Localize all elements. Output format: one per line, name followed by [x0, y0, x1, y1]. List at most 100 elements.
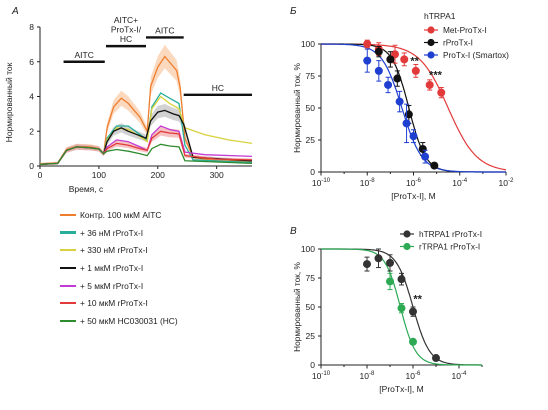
- legend-label: + 50 мкМ HC030031 (HC): [80, 315, 178, 326]
- panel-a-error-band: [40, 104, 252, 166]
- panel-a-legend-item: + 50 мкМ HC030031 (HC): [60, 312, 290, 330]
- panel-a-stimulus-label: AITC: [74, 50, 93, 60]
- panel-c-data-point: [397, 275, 406, 284]
- panel-b-significance: **: [410, 55, 419, 67]
- legend-label: + 10 мкМ rProTx-I: [80, 298, 148, 309]
- panel-c-legend-marker: [403, 242, 411, 251]
- panel-b-significance: ***: [429, 70, 443, 82]
- panel-b-data-point: [437, 88, 446, 97]
- panel-a-y-tick-label: 0: [29, 161, 34, 171]
- panel-b-legend-marker: [427, 51, 435, 59]
- panel-b-data-point: [400, 55, 409, 64]
- legend-swatch: [60, 213, 76, 216]
- panel-b-y-tick-label: 100: [301, 39, 315, 49]
- legend-swatch: [60, 249, 76, 252]
- panel-a-legend-item: + 1 мкМ rProTx-I: [60, 259, 290, 277]
- legend-label: Контр. 100 мкМ AITC: [80, 209, 162, 220]
- panel-c-x-tick-label: 10-6: [406, 370, 422, 381]
- legend-swatch: [60, 302, 76, 305]
- panel-c-y-tick-label: 100: [301, 244, 315, 254]
- panel-a-legend: Контр. 100 мкМ AITC + 36 нМ rProTx-I + 330…: [60, 206, 290, 330]
- panel-b-y-tick-label: 75: [306, 71, 316, 81]
- panel-b-data-point: [374, 47, 383, 56]
- panel-c-data-point: [409, 307, 417, 316]
- panel-b-label: Б: [290, 6, 297, 17]
- panel-a-y-axis-title: Нормированный ток: [4, 62, 14, 142]
- panel-c-y-tick-label: 50: [306, 302, 316, 312]
- panel-a-y-tick-label: 6: [29, 57, 34, 67]
- panel-c-x-tick-label: 10-8: [360, 370, 376, 381]
- panel-b-data-point: [421, 152, 430, 161]
- legend-label: + 5 мкМ rProTx-I: [80, 280, 144, 291]
- panel-a-legend-item: + 36 нМ rProTx-I: [60, 224, 290, 242]
- legend-swatch: [60, 319, 76, 323]
- legend-label: + 1 мкМ rProTx-I: [80, 262, 144, 273]
- panel-b-x-tick-label: 10-6: [406, 177, 422, 188]
- panel-b-x-tick-label: 10-10: [312, 177, 331, 188]
- panel-b-data-point: [393, 74, 402, 83]
- panel-b-data-point: [395, 97, 404, 106]
- panel-c-label: В: [290, 226, 297, 237]
- panel-b-data-point: [409, 132, 418, 141]
- legend-swatch: [60, 266, 76, 269]
- panel-b-legend-title: hTRPA1: [424, 11, 456, 21]
- panel-c-data-point: [432, 354, 440, 363]
- panel-c-y-axis-title: Нормированный ток, %: [292, 262, 302, 352]
- panel-c-data-point: [386, 277, 394, 286]
- panel-a-series-line: [39, 109, 253, 165]
- panel-a-label: А: [11, 6, 19, 17]
- panel-a-legend-item: Контр. 100 мкМ AITC: [60, 206, 290, 224]
- panel-a-y-tick-label: 8: [29, 22, 34, 32]
- panel-b-y-tick-label: 25: [306, 135, 316, 145]
- legend-swatch: [60, 284, 76, 287]
- panel-b-x-tick-label: 10-2: [499, 177, 515, 188]
- panel-a-stimulus-label: ProTx-I/: [111, 25, 142, 35]
- panel-a-y-tick-label: 2: [29, 126, 34, 136]
- panel-a-error-band: [40, 126, 252, 166]
- panel-c-legend-marker: [403, 230, 411, 238]
- panel-b-x-tick-label: 10-8: [360, 177, 376, 188]
- panel-b-y-axis-title: Нормированный ток, %: [292, 63, 302, 153]
- legend-swatch: [60, 231, 76, 234]
- panel-b-data-point: [363, 40, 372, 48]
- panel-a-legend-item: + 5 мкМ rProTx-I: [60, 277, 290, 295]
- panel-c-y-tick-label: 0: [310, 360, 315, 370]
- panel-b-data-point: [384, 80, 393, 89]
- panel-a-stimulus-label: AITC: [155, 25, 174, 35]
- panel-a-series-line: [39, 143, 253, 165]
- panel-c-legend-label: hTRPA1 rProTx-I: [419, 229, 482, 239]
- panel-b-legend-marker: [427, 38, 435, 47]
- panel-b-y-tick-label: 0: [310, 167, 315, 177]
- panel-c-y-tick-label: 25: [306, 331, 316, 341]
- panel-c-significance: **: [413, 293, 422, 305]
- legend-label: + 36 нМ rProTx-I: [80, 227, 144, 238]
- panel-a-stimulus-label: HC: [120, 34, 132, 44]
- panel-c-data-point: [363, 260, 371, 269]
- panel-b-data-point: [402, 119, 411, 128]
- panel-b-legend-label: ProTx-I (Smartox): [443, 50, 509, 60]
- panel-a-series-line: [39, 55, 253, 165]
- panel-b-x-axis-title: [ProTx-I], M: [391, 191, 435, 201]
- panel-a-legend-item: + 10 мкМ rProTx-I: [60, 294, 290, 312]
- panel-a-x-tick-label: 100: [92, 170, 106, 180]
- panel-b-x-tick-label: 10-4: [452, 177, 468, 188]
- panel-c-data-point: [386, 258, 394, 267]
- panel-b-data-point: [386, 55, 395, 64]
- panel-b-data-point: [374, 66, 383, 75]
- panel-b-legend-label: rProTx-I: [443, 38, 473, 48]
- panel-c-legend-label: rTRPA1 rProTx-I: [419, 242, 480, 252]
- panel-b-data-point: [391, 50, 399, 59]
- panel-c-y-tick-label: 75: [306, 273, 316, 283]
- panel-b-data-point: [363, 56, 372, 65]
- panel-b-legend-marker: [427, 26, 435, 34]
- panel-c-x-axis-title: [ProTx-I], M: [379, 384, 423, 394]
- panel-c-data-point: [397, 304, 406, 313]
- panel-a-x-tick-label: 300: [210, 170, 224, 180]
- legend-label: + 330 нМ rProTx-I: [80, 245, 148, 256]
- panel-c-data-point: [409, 337, 417, 346]
- panel-b-legend-label: Met-ProTx-I: [443, 25, 487, 35]
- panel-a-stimulus-label: HC: [212, 83, 224, 93]
- panel-a-x-axis-title: Время, с: [69, 184, 104, 194]
- panel-b-data-point: [425, 80, 434, 89]
